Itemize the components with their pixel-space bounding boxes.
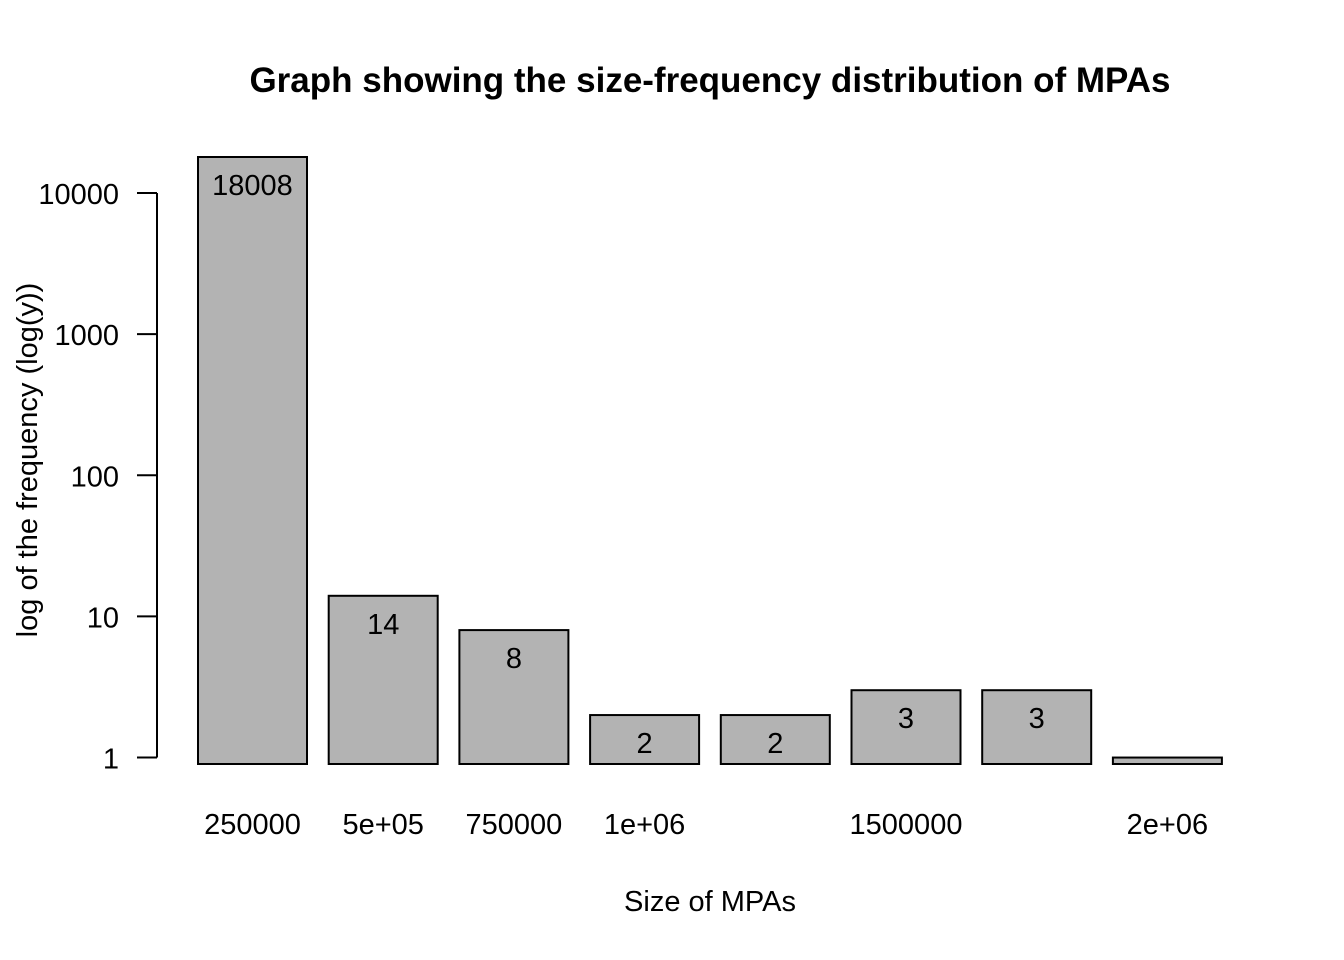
- bar: [197, 156, 308, 765]
- bar-value-label: 2: [637, 728, 653, 760]
- x-axis-label: Size of MPAs: [624, 886, 796, 918]
- y-axis: 1 10 100 1000 10000: [38, 179, 158, 776]
- bar: [981, 689, 1093, 765]
- bar-value-label: 2: [767, 728, 783, 760]
- y-tick-label: 10000: [38, 179, 119, 211]
- bar-value-label: 8: [506, 643, 522, 675]
- x-tick-label: 5e+05: [342, 809, 423, 841]
- bar-value-label: 18008: [212, 170, 293, 202]
- x-tick-label: 1e+06: [604, 809, 685, 841]
- y-tick-label: 1: [103, 744, 119, 776]
- y-axis-label: log of the frequency (log(y)): [12, 283, 44, 638]
- bar-value-label: 3: [1029, 703, 1045, 735]
- bar-value-label: 14: [367, 609, 399, 641]
- x-tick-label: 750000: [466, 809, 563, 841]
- y-tick-label: 10: [87, 602, 119, 634]
- x-tick-labels: 250000 5e+05 750000 1e+06 1500000 2e+06: [204, 809, 1208, 841]
- bar: [589, 714, 701, 765]
- bar: [458, 629, 570, 765]
- x-tick-label: 1500000: [850, 809, 963, 841]
- x-tick-label: 2e+06: [1127, 809, 1208, 841]
- bar: [1111, 756, 1223, 766]
- chart-title: Graph showing the size-frequency distrib…: [249, 61, 1170, 100]
- x-tick-label: 250000: [204, 809, 301, 841]
- bars-group: 18008 14 8 2 2 3 3: [197, 156, 1223, 766]
- bar: [719, 714, 831, 765]
- y-tick-label: 1000: [54, 320, 119, 352]
- bar: [850, 689, 962, 765]
- y-tick-label: 100: [71, 461, 119, 493]
- bar: [327, 594, 439, 766]
- bar-value-label: 3: [898, 703, 914, 735]
